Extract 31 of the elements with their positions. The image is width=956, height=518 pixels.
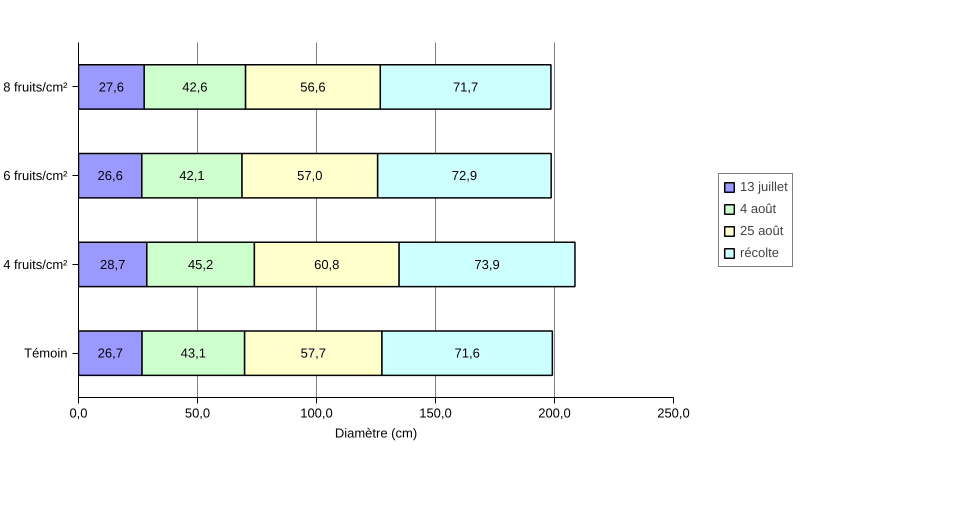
- y-tick-label: 8 fruits/cm²: [3, 79, 68, 94]
- legend-label: 13 juillet: [740, 178, 788, 196]
- legend-label: 4 août: [740, 200, 776, 218]
- data-label: 60,8: [314, 256, 340, 272]
- x-tick-label: 200,0: [538, 406, 571, 420]
- y-tick-label: Témoin: [24, 346, 68, 361]
- y-tick-label: 4 fruits/cm²: [3, 256, 68, 272]
- x-tick-label: 250,0: [657, 406, 690, 420]
- data-label: 57,0: [297, 168, 322, 184]
- data-label: 43,1: [180, 346, 206, 361]
- x-tick-label: 100,0: [300, 406, 333, 420]
- x-tick-label: 0,0: [69, 406, 88, 420]
- x-tick-label: 150,0: [419, 406, 452, 420]
- y-tick-label: 6 fruits/cm²: [3, 168, 68, 184]
- legend-label: 25 août: [740, 222, 784, 240]
- data-label: 42,6: [182, 79, 208, 94]
- data-label: 56,6: [300, 79, 326, 94]
- data-label: 42,1: [179, 168, 205, 184]
- data-label: 26,6: [98, 168, 123, 184]
- legend-label: récolte: [740, 244, 780, 262]
- data-label: 45,2: [188, 256, 214, 272]
- x-tick-label: 50,0: [184, 406, 210, 420]
- data-label: 26,7: [98, 346, 123, 361]
- data-label: 57,7: [300, 346, 326, 361]
- data-label: 73,9: [474, 256, 500, 272]
- data-label: 71,6: [454, 346, 480, 361]
- data-label: 27,6: [98, 79, 124, 94]
- data-label: 71,7: [452, 79, 478, 94]
- data-label: 72,9: [452, 168, 478, 184]
- data-label: 28,7: [100, 256, 126, 272]
- x-axis-title: Diamètre (cm): [334, 426, 418, 440]
